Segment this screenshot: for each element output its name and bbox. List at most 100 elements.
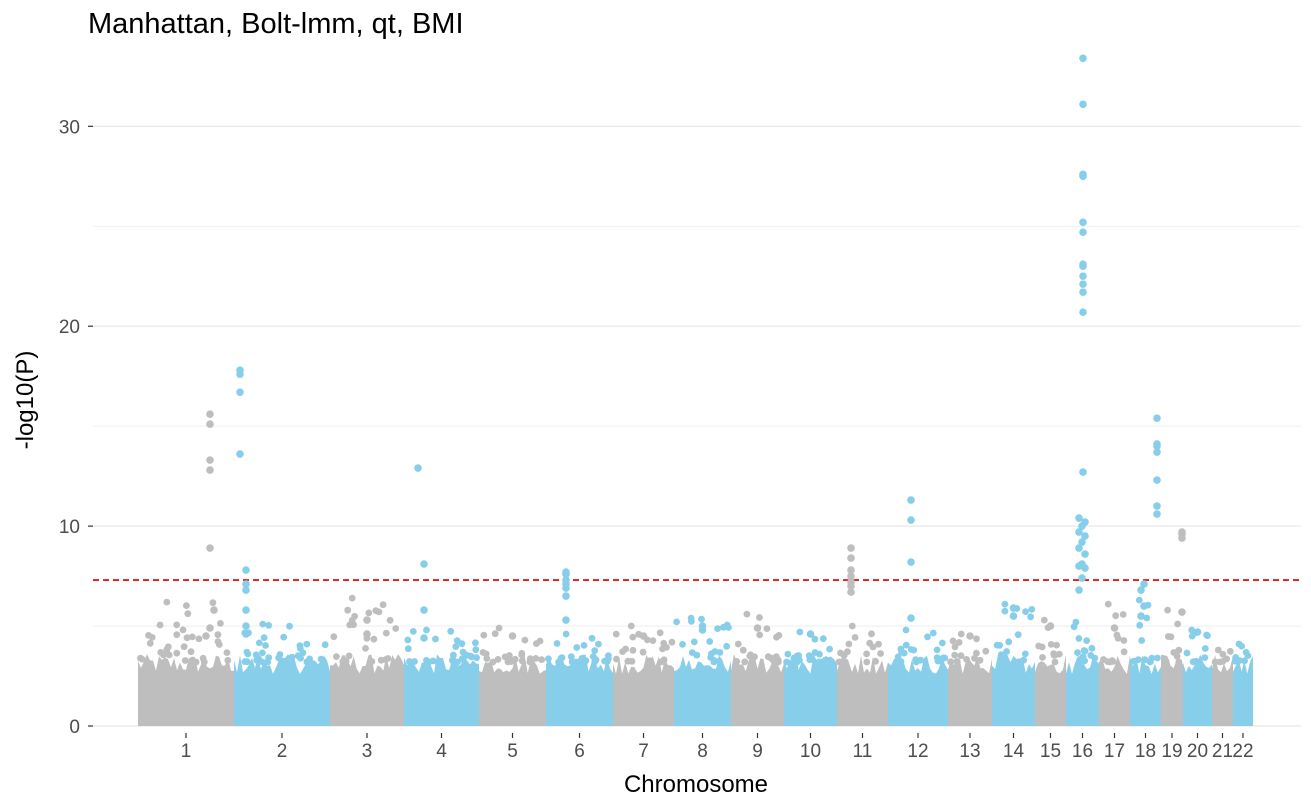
noise-point bbox=[982, 647, 990, 655]
noise-point bbox=[971, 654, 978, 662]
noise-point bbox=[137, 654, 144, 662]
noise-point bbox=[1134, 656, 1142, 664]
noise-point bbox=[195, 635, 203, 643]
noise-point bbox=[1188, 626, 1196, 634]
noise-point bbox=[518, 657, 526, 665]
noise-point bbox=[711, 657, 718, 665]
noise-point bbox=[1219, 650, 1227, 658]
noise-point bbox=[605, 652, 612, 659]
noise-point bbox=[351, 612, 358, 620]
snp-point bbox=[363, 630, 371, 638]
snp-point bbox=[847, 572, 855, 580]
x-tick-label: 20 bbox=[1187, 741, 1208, 762]
noise-point bbox=[739, 646, 747, 654]
noise-point bbox=[368, 658, 376, 665]
noise-point bbox=[698, 615, 705, 623]
snp-point bbox=[639, 632, 648, 640]
noise-point bbox=[341, 658, 349, 666]
noise-point bbox=[741, 658, 749, 666]
snp-point bbox=[206, 410, 214, 419]
noise-point bbox=[526, 655, 534, 662]
noise-point bbox=[875, 640, 882, 648]
noise-point bbox=[454, 658, 461, 666]
noise-point bbox=[1201, 645, 1209, 652]
noise-point bbox=[973, 635, 980, 643]
snp-point bbox=[1075, 528, 1083, 536]
snp-point bbox=[1046, 622, 1055, 630]
x-tick-label: 8 bbox=[697, 741, 708, 762]
x-tick-label: 22 bbox=[1232, 741, 1253, 762]
noise-point bbox=[756, 631, 764, 639]
noise-point bbox=[588, 634, 596, 642]
noise-point bbox=[783, 658, 790, 666]
noise-point bbox=[628, 657, 636, 665]
snp-point bbox=[1009, 604, 1018, 612]
x-tick-label: 11 bbox=[853, 741, 873, 762]
noise-point bbox=[872, 657, 879, 665]
x-tick-label: 3 bbox=[362, 741, 373, 762]
noise-point bbox=[217, 620, 224, 627]
background-points-layer bbox=[137, 594, 1253, 726]
x-tick-label: 5 bbox=[507, 741, 518, 762]
noise-point bbox=[863, 650, 870, 658]
noise-point bbox=[214, 631, 222, 639]
noise-point bbox=[848, 622, 856, 630]
noise-point bbox=[392, 625, 400, 632]
noise-point bbox=[483, 655, 491, 662]
noise-point bbox=[365, 609, 373, 617]
snp-point bbox=[753, 624, 762, 632]
noise-point bbox=[933, 646, 941, 654]
noise-point bbox=[348, 594, 356, 602]
noise-point bbox=[629, 633, 637, 641]
noise-point bbox=[824, 658, 831, 666]
snp-point bbox=[907, 516, 915, 524]
noise-point bbox=[491, 630, 499, 638]
snp-point bbox=[363, 616, 371, 624]
noise-point bbox=[179, 626, 187, 634]
noise-point bbox=[1223, 655, 1231, 663]
noise-point bbox=[321, 641, 329, 649]
chromosome-band bbox=[731, 654, 784, 726]
chromosome-band bbox=[546, 654, 613, 726]
noise-point bbox=[806, 656, 814, 664]
chromosome-band bbox=[404, 654, 479, 726]
snp-point bbox=[1079, 308, 1087, 317]
noise-point bbox=[494, 656, 502, 663]
snp-point bbox=[847, 544, 855, 552]
noise-point bbox=[148, 634, 156, 641]
chromosome-band bbox=[1099, 655, 1130, 726]
noise-point bbox=[1035, 642, 1043, 650]
noise-point bbox=[773, 633, 780, 641]
y-axis-title: -log10(P) bbox=[12, 351, 39, 450]
noise-point bbox=[796, 656, 803, 664]
noise-point bbox=[660, 639, 668, 647]
snp-point bbox=[206, 624, 214, 632]
snp-point bbox=[508, 632, 517, 640]
noise-point bbox=[557, 655, 565, 662]
noise-point bbox=[409, 628, 417, 635]
noise-point bbox=[404, 645, 412, 653]
snp-point bbox=[562, 568, 570, 576]
noise-point bbox=[215, 641, 223, 648]
noise-point bbox=[1141, 656, 1149, 664]
noise-point bbox=[1235, 640, 1243, 648]
noise-point bbox=[183, 602, 190, 609]
noise-point bbox=[796, 628, 804, 636]
noise-point bbox=[259, 620, 267, 628]
noise-point bbox=[679, 641, 686, 648]
noise-point bbox=[532, 655, 540, 662]
noise-point bbox=[951, 643, 959, 651]
noise-point bbox=[863, 658, 871, 666]
snp-point bbox=[806, 630, 815, 638]
noise-point bbox=[285, 655, 293, 662]
noise-point bbox=[817, 658, 825, 666]
snp-point bbox=[562, 576, 570, 584]
chromosome-band bbox=[138, 654, 234, 726]
chromosome-band bbox=[837, 655, 888, 726]
chromosome-band bbox=[784, 654, 837, 726]
noise-point bbox=[495, 624, 503, 632]
noise-point bbox=[404, 636, 412, 644]
noise-point bbox=[275, 654, 282, 662]
noise-point bbox=[902, 641, 910, 649]
snp-point bbox=[1079, 260, 1087, 269]
